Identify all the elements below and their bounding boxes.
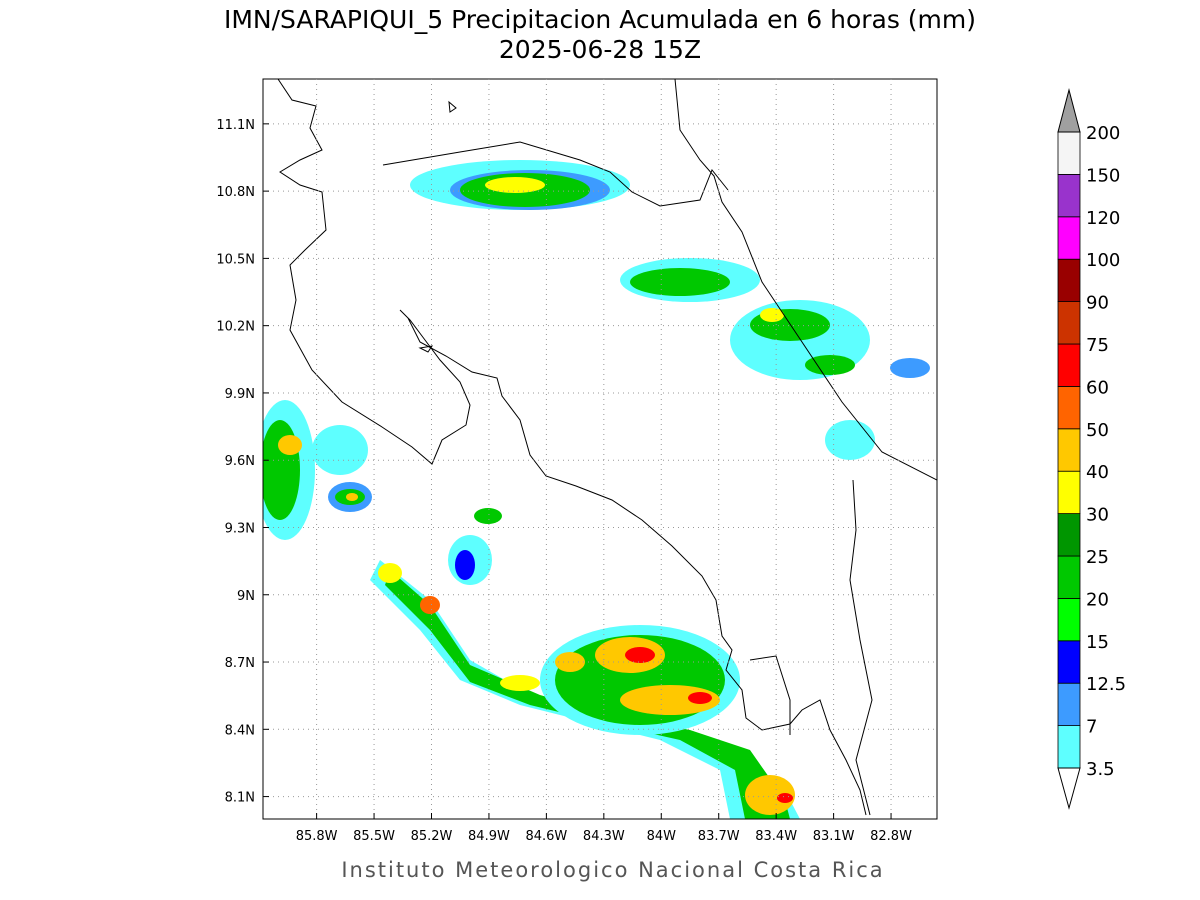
y-tick-label: 9.3N [225, 521, 255, 536]
map-frame [262, 78, 938, 820]
colorbar-box [1057, 385, 1081, 430]
colorbar-label: 120 [1086, 208, 1120, 229]
y-tick-label: 9.6N [225, 454, 255, 469]
colorbar-box [1057, 428, 1081, 472]
y-tick-label: 11.1N [216, 118, 255, 133]
coastlines [277, 79, 937, 816]
x-tick-label: 85.5W [353, 829, 395, 844]
colorbar-label: 7 [1086, 717, 1097, 738]
x-tick-label: 83.1W [813, 829, 855, 844]
colorbar-box [1057, 173, 1081, 218]
colorbar-label: 3.5 [1086, 759, 1115, 780]
x-tick-label: 84.9W [468, 829, 510, 844]
x-tick-label: 83.4W [755, 829, 797, 844]
precipitation-field [263, 160, 930, 819]
colorbar-label: 15 [1086, 632, 1109, 653]
subtitle: 2025-06-28 15Z [499, 35, 701, 64]
colorbar-box [1057, 640, 1081, 684]
colorbar-label: 100 [1086, 250, 1120, 271]
colorbar-label: 75 [1086, 335, 1109, 356]
colorbar-box [1057, 131, 1081, 175]
footer: Instituto Meteorologico Nacional Costa R… [341, 858, 884, 882]
colorbar-under [1057, 767, 1081, 810]
colorbar-label: 200 [1086, 123, 1120, 144]
colorbar-label: 20 [1086, 589, 1109, 610]
y-tick-label: 8.7N [225, 656, 255, 671]
colorbar-label: 12.5 [1086, 674, 1126, 695]
y-tick-label: 8.1N [225, 791, 255, 806]
colorbar-box [1057, 216, 1081, 260]
colorbar-label: 30 [1086, 505, 1109, 526]
colorbar-label: 40 [1086, 462, 1109, 483]
x-tick-label: 85.2W [411, 829, 453, 844]
colorbar-label: 50 [1086, 420, 1109, 441]
colorbar-box [1057, 682, 1081, 727]
colorbar-label: 25 [1086, 547, 1109, 568]
y-tick-label: 10.8N [216, 185, 255, 200]
y-tick-label: 10.2N [216, 320, 255, 335]
y-tick-label: 9.9N [225, 387, 255, 402]
colorbar-box [1057, 343, 1081, 387]
x-tick-label: 84W [647, 829, 677, 844]
colorbar-label: 90 [1086, 293, 1109, 314]
colorbar-box [1057, 470, 1081, 515]
x-tick-label: 84.6W [525, 829, 567, 844]
colorbar-label: 150 [1086, 165, 1120, 186]
y-tick-label: 10.5N [216, 252, 255, 267]
title: IMN/SARAPIQUI_5 Precipitacion Acumulada … [224, 5, 976, 34]
x-tick-label: 82.8W [870, 829, 912, 844]
colorbar-label: 60 [1086, 377, 1109, 398]
colorbar-box [1057, 555, 1081, 599]
y-tick-label: 8.4N [225, 723, 255, 738]
colorbar-box [1057, 258, 1081, 303]
colorbar-box [1057, 598, 1081, 642]
colorbar-box [1057, 513, 1081, 557]
x-tick-label: 85.8W [296, 829, 338, 844]
x-tick-label: 83.7W [698, 829, 740, 844]
x-tick-label: 84.3W [583, 829, 625, 844]
y-tick-label: 9N [237, 589, 255, 604]
colorbar-box [1057, 301, 1081, 345]
colorbar-box [1057, 725, 1081, 769]
colorbar-over [1057, 88, 1081, 133]
